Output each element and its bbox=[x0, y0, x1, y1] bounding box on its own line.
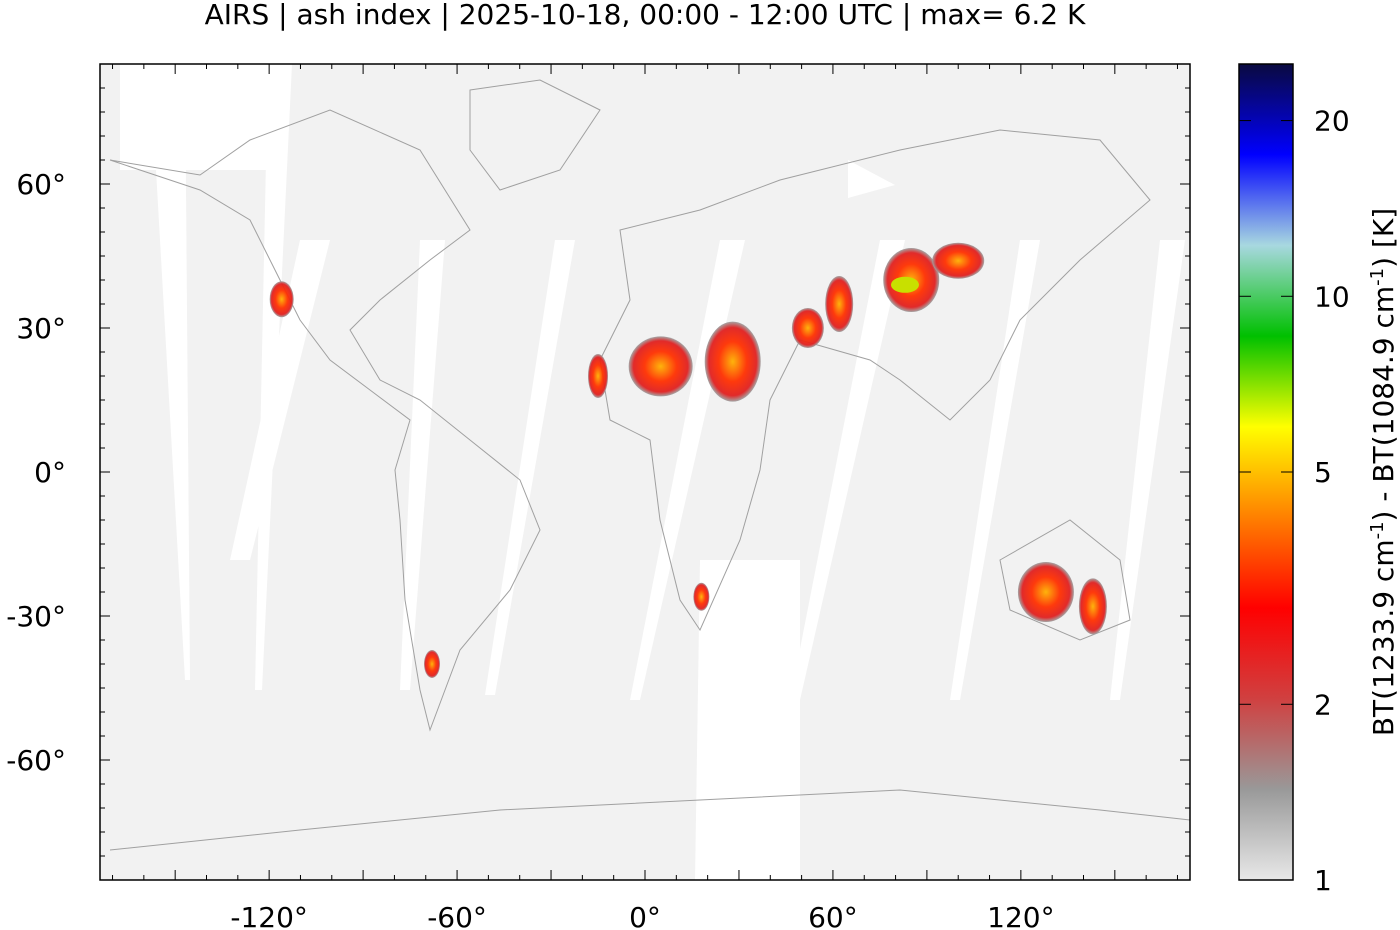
hotspot bbox=[704, 321, 761, 402]
hotspot bbox=[791, 308, 824, 348]
colorbar-tick-label: 1 bbox=[1314, 864, 1332, 897]
orbit-gap bbox=[400, 240, 445, 690]
map-title: AIRS | ash index | 2025-10-18, 00:00 - 1… bbox=[205, 0, 1086, 31]
hotspot bbox=[269, 281, 294, 318]
orbit-gap bbox=[848, 160, 895, 198]
y-tick-label: 60° bbox=[16, 168, 66, 201]
coastline bbox=[999, 519, 1131, 641]
coastline bbox=[469, 79, 601, 191]
hotspot bbox=[693, 582, 710, 611]
hotspot bbox=[825, 276, 854, 332]
colorbar-label-part: ) [K] bbox=[1367, 208, 1400, 268]
hotspot bbox=[1017, 562, 1074, 622]
y-tick-label: 0° bbox=[34, 456, 66, 489]
orbit-gap bbox=[150, 64, 190, 680]
hotspot bbox=[628, 336, 693, 397]
colorbar-label-part: ) - BT(1084.9 cm bbox=[1367, 286, 1400, 522]
x-tick-label: 120° bbox=[987, 901, 1054, 930]
orbit-gap bbox=[485, 240, 575, 695]
colorbar-label-superscript: -1 bbox=[1367, 268, 1388, 286]
orbit-gap bbox=[1110, 240, 1185, 700]
y-axis-labels: 60° 30° 0° -30° -60° bbox=[6, 168, 66, 777]
coastlines bbox=[109, 79, 1190, 851]
y-tick-label: 30° bbox=[16, 312, 66, 345]
orbit-gap bbox=[950, 240, 1040, 700]
orbit-gap bbox=[790, 240, 905, 700]
y-tick-label: -30° bbox=[6, 600, 66, 633]
orbit-gap bbox=[695, 560, 800, 880]
ash-index-hotspots bbox=[269, 242, 1107, 678]
colorbar-tick-label: 2 bbox=[1314, 688, 1332, 721]
x-tick-label: -120° bbox=[230, 901, 308, 930]
colorbar-label: BT(1233.9 cm-1) - BT(1084.9 cm-1) [K] bbox=[1367, 208, 1400, 736]
orbit-gap bbox=[120, 64, 280, 170]
y-tick-label: -60° bbox=[6, 744, 66, 777]
hotspot bbox=[424, 650, 441, 678]
x-tick-label: -60° bbox=[427, 901, 487, 930]
orbit-gaps bbox=[120, 64, 1185, 880]
colorbar-label-superscript: -1 bbox=[1367, 521, 1388, 539]
hotspot bbox=[1078, 578, 1107, 635]
axis-ticks bbox=[100, 64, 1190, 880]
hotspot-max bbox=[890, 276, 919, 293]
orbit-gap bbox=[230, 240, 330, 560]
hotspot bbox=[932, 242, 985, 279]
map-plot-area bbox=[100, 64, 1190, 880]
colorbar-tick-label: 10 bbox=[1314, 280, 1350, 313]
x-axis-labels: -120° -60° 0° 60° 120° bbox=[230, 901, 1054, 930]
x-tick-label: 60° bbox=[808, 901, 858, 930]
x-tick-label: 0° bbox=[629, 901, 661, 930]
colorbar-label-part: BT(1233.9 cm bbox=[1367, 539, 1400, 736]
colorbar-tick-label: 5 bbox=[1314, 456, 1332, 489]
coastline bbox=[599, 129, 1151, 632]
colorbar-tick-label: 20 bbox=[1314, 105, 1350, 138]
coastline bbox=[109, 789, 1190, 851]
colorbar-ticks: 1 2 5 10 20 bbox=[1239, 105, 1350, 897]
hotspot bbox=[588, 354, 609, 398]
coastline bbox=[109, 109, 541, 732]
